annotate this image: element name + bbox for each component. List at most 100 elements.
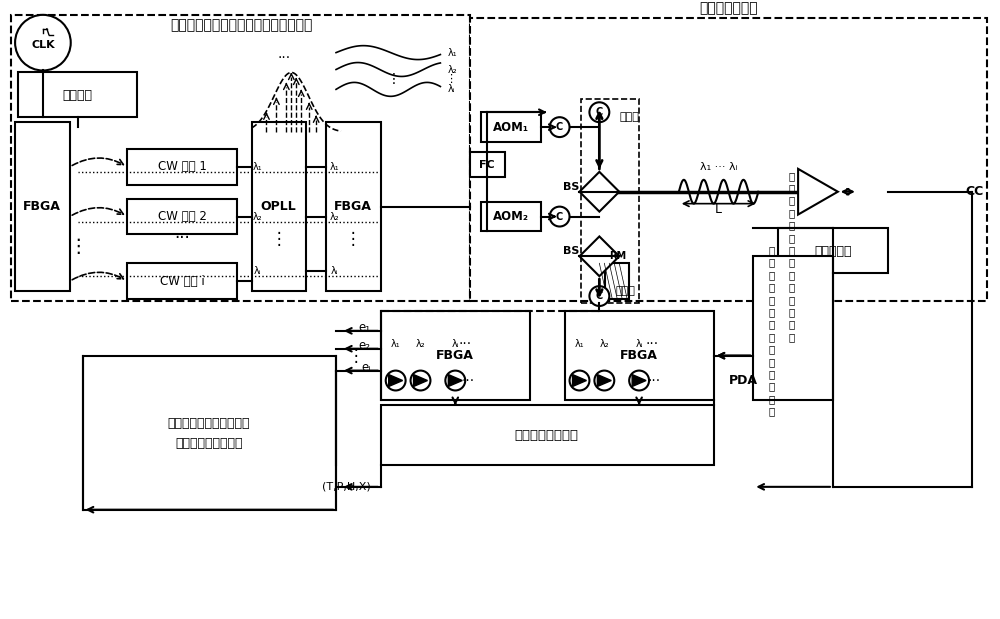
Circle shape <box>550 117 570 137</box>
Text: ⋮: ⋮ <box>345 230 361 248</box>
Text: 多
波
长
干
涉
的
同
步
相
位
解
调
模
块: 多 波 长 干 涉 的 同 步 相 位 解 调 模 块 <box>788 171 794 342</box>
FancyBboxPatch shape <box>565 311 714 400</box>
Text: ⋮: ⋮ <box>68 237 87 256</box>
Text: BS: BS <box>563 182 580 192</box>
Text: λ₂: λ₂ <box>600 339 609 348</box>
Circle shape <box>386 371 406 391</box>
Text: ···: ··· <box>174 230 190 248</box>
Circle shape <box>629 371 649 391</box>
Circle shape <box>411 371 430 391</box>
Text: ⋮: ⋮ <box>270 230 287 248</box>
FancyBboxPatch shape <box>11 15 470 301</box>
Text: 测量光: 测量光 <box>619 112 639 122</box>
Text: λᵢ: λᵢ <box>447 84 455 94</box>
Circle shape <box>15 15 71 71</box>
Text: CW 激光 1: CW 激光 1 <box>158 160 206 173</box>
Circle shape <box>589 286 609 306</box>
Text: λ₁: λ₁ <box>253 162 262 172</box>
Text: λ₁: λ₁ <box>329 162 339 172</box>
FancyBboxPatch shape <box>481 112 541 142</box>
Text: FBGA: FBGA <box>436 349 474 362</box>
Text: λᵢ: λᵢ <box>635 339 643 348</box>
FancyBboxPatch shape <box>18 72 137 117</box>
Polygon shape <box>573 374 586 386</box>
Text: (T,P,H,X): (T,P,H,X) <box>322 482 370 492</box>
Polygon shape <box>632 374 646 386</box>
Text: 多
波
长
干
涉
的
同
步
相
位
解
调
模
块: 多 波 长 干 涉 的 同 步 相 位 解 调 模 块 <box>768 245 774 417</box>
Text: λ₁: λ₁ <box>447 48 457 58</box>
Text: CC: CC <box>966 185 984 198</box>
Text: ⋮: ⋮ <box>387 72 401 87</box>
Text: λ₂: λ₂ <box>253 212 262 222</box>
Circle shape <box>589 102 609 122</box>
Text: 参考光: 参考光 <box>615 286 635 296</box>
Polygon shape <box>414 374 427 386</box>
Text: FBGA: FBGA <box>620 349 658 362</box>
Polygon shape <box>448 374 462 386</box>
Text: λᵢ: λᵢ <box>451 339 459 348</box>
Text: CW 激光 2: CW 激光 2 <box>158 210 206 223</box>
Text: λ₁ ··· λᵢ: λ₁ ··· λᵢ <box>700 162 737 172</box>
Polygon shape <box>579 236 619 276</box>
Text: AOM₂: AOM₂ <box>493 210 529 223</box>
Text: CW 激光 i: CW 激光 i <box>160 275 204 288</box>
Text: FBGA: FBGA <box>334 200 372 213</box>
Text: λ₂: λ₂ <box>447 64 457 74</box>
Text: C: C <box>556 122 563 132</box>
FancyBboxPatch shape <box>15 122 70 291</box>
FancyBboxPatch shape <box>778 228 888 273</box>
Text: CLK: CLK <box>31 40 55 50</box>
Circle shape <box>570 371 589 391</box>
Text: PDA: PDA <box>729 374 758 387</box>
Text: ···: ··· <box>647 373 661 387</box>
FancyBboxPatch shape <box>83 356 336 509</box>
Text: C: C <box>596 291 603 301</box>
Text: AOM₁: AOM₁ <box>493 121 529 134</box>
Text: eᵢ: eᵢ <box>361 361 371 374</box>
Text: λ₁: λ₁ <box>575 339 584 348</box>
Text: ⋮: ⋮ <box>348 347 364 365</box>
Text: λᵢ: λᵢ <box>254 266 261 276</box>
Circle shape <box>594 371 614 391</box>
FancyBboxPatch shape <box>481 202 541 232</box>
Text: FC: FC <box>479 160 495 170</box>
Circle shape <box>550 207 570 227</box>
Text: ···: ··· <box>462 373 475 387</box>
Polygon shape <box>597 374 611 386</box>
Text: 计算处理单元：绝对测距: 计算处理单元：绝对测距 <box>168 417 250 430</box>
FancyBboxPatch shape <box>127 199 237 235</box>
FancyBboxPatch shape <box>605 263 629 299</box>
FancyBboxPatch shape <box>381 311 530 400</box>
Text: C: C <box>556 212 563 222</box>
Text: e₁: e₁ <box>359 321 371 334</box>
Text: 飞秒光梳: 飞秒光梳 <box>63 89 93 102</box>
Text: e₂: e₂ <box>359 339 371 352</box>
Text: C: C <box>596 107 603 117</box>
Text: RM: RM <box>609 251 626 261</box>
Polygon shape <box>389 374 403 386</box>
Text: λᵢ: λᵢ <box>330 266 338 276</box>
FancyBboxPatch shape <box>326 122 381 291</box>
Circle shape <box>445 371 465 391</box>
Text: FBGA: FBGA <box>23 200 61 213</box>
Polygon shape <box>798 169 838 215</box>
FancyBboxPatch shape <box>753 256 833 400</box>
FancyBboxPatch shape <box>470 18 987 301</box>
Text: OPLL: OPLL <box>261 200 296 213</box>
Text: 环境传感器: 环境传感器 <box>814 245 852 258</box>
Text: BS: BS <box>563 246 580 256</box>
FancyBboxPatch shape <box>127 263 237 299</box>
Text: L: L <box>715 203 722 216</box>
FancyBboxPatch shape <box>470 152 505 177</box>
FancyBboxPatch shape <box>381 405 714 465</box>
Text: ···: ··· <box>459 337 472 351</box>
Text: ⋮: ⋮ <box>445 74 456 84</box>
FancyBboxPatch shape <box>127 149 237 184</box>
Polygon shape <box>579 172 619 212</box>
Text: 算法及显示存储模块: 算法及显示存储模块 <box>175 436 243 449</box>
Text: 外差干涉仪光路: 外差干涉仪光路 <box>699 1 758 15</box>
Text: 基于飞秒光梳同步锁频的多波长发生器: 基于飞秒光梳同步锁频的多波长发生器 <box>170 18 313 32</box>
Text: λ₁: λ₁ <box>391 339 400 348</box>
Text: λ₂: λ₂ <box>416 339 425 348</box>
FancyBboxPatch shape <box>252 122 306 291</box>
